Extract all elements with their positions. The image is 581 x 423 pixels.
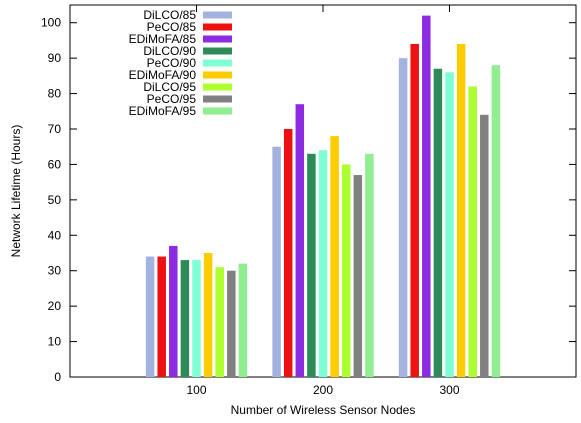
bar	[480, 114, 489, 377]
legend-swatch	[203, 23, 232, 31]
legend-label: DiLCO/85	[143, 8, 196, 22]
bar	[307, 153, 316, 377]
legend-swatch	[203, 47, 232, 55]
legend-label: EDiMoFA/95	[129, 104, 197, 118]
bar	[491, 65, 501, 377]
legend-label: PeCO/95	[147, 92, 197, 106]
bars	[145, 15, 501, 378]
x-tick-label: 300	[439, 383, 459, 397]
legend-label: EDiMoFA/90	[129, 68, 197, 82]
legend-swatch	[203, 107, 232, 115]
bar	[145, 256, 155, 377]
bar	[353, 175, 363, 377]
bar	[365, 153, 374, 377]
legend-label: DiLCO/95	[143, 80, 196, 94]
y-tick-label: 30	[48, 264, 62, 278]
legend-swatch	[203, 11, 232, 19]
bar	[422, 15, 431, 378]
legend-swatch	[203, 71, 232, 79]
x-tick-label: 100	[186, 383, 206, 397]
y-tick-label: 90	[48, 51, 62, 65]
y-tick-label: 40	[48, 228, 62, 242]
bar	[468, 86, 477, 377]
y-axis-label: Network Lifetime (Hours)	[9, 125, 23, 258]
legend-label: EDiMoFA/85	[129, 32, 197, 46]
bar	[341, 164, 351, 377]
y-tick-label: 20	[48, 299, 62, 313]
bar	[272, 146, 281, 377]
legend-swatch	[203, 35, 232, 43]
legend-swatch	[203, 83, 232, 91]
legend-label: PeCO/85	[147, 20, 197, 34]
bar	[398, 58, 408, 378]
bar	[157, 256, 166, 377]
x-axis-label: Number of Wireless Sensor Nodes	[231, 403, 416, 417]
bar	[180, 260, 190, 377]
x-tick-label: 200	[313, 383, 333, 397]
bar	[410, 43, 419, 377]
legend: DiLCO/85PeCO/85EDiMoFA/85DiLCO/90PeCO/90…	[129, 8, 232, 118]
bar	[227, 270, 236, 377]
bar	[283, 129, 293, 377]
bar	[192, 260, 201, 377]
y-tick-label: 70	[48, 122, 62, 136]
y-tick-label: 0	[54, 370, 61, 384]
y-tick-label: 10	[48, 335, 62, 349]
legend-swatch	[203, 59, 232, 67]
bar	[215, 267, 224, 377]
legend-swatch	[203, 95, 232, 103]
bar	[295, 104, 305, 377]
legend-label: DiLCO/90	[143, 44, 196, 58]
bar	[456, 43, 466, 377]
bar	[318, 150, 328, 377]
legend-label: PeCO/90	[147, 56, 197, 70]
bar	[203, 253, 213, 377]
y-tick-label: 50	[48, 193, 62, 207]
bar	[238, 263, 248, 377]
bar	[433, 68, 443, 378]
bar	[330, 136, 339, 377]
y-axis-ticks: 0 10 20 30 40 50 60 70 80 90 100	[41, 16, 576, 384]
y-tick-label: 60	[48, 157, 62, 171]
bar	[169, 245, 178, 377]
y-tick-label: 100	[41, 16, 61, 30]
y-tick-label: 80	[48, 87, 62, 101]
bar	[445, 72, 454, 378]
